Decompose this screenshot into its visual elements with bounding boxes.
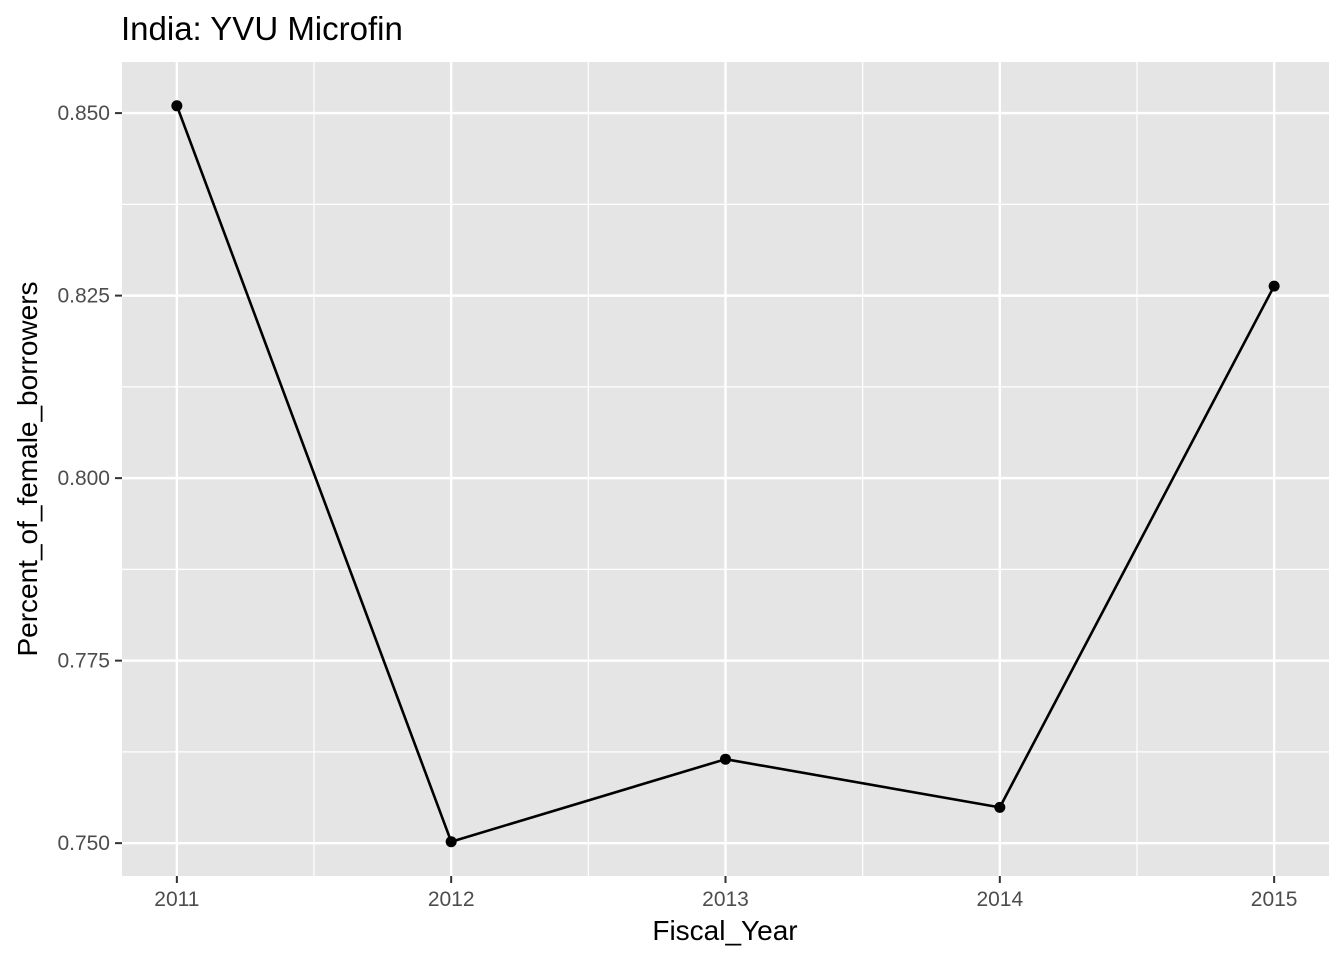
y-axis: 0.750 0.775 0.800 0.825 0.850: [57, 102, 122, 855]
major-gridlines: [122, 62, 1329, 876]
data-point: [994, 801, 1006, 813]
data-point: [171, 100, 183, 112]
y-tick-label: 0.750: [57, 832, 110, 855]
x-axis-label: Fiscal_Year: [652, 915, 797, 946]
y-tick-label: 0.775: [57, 650, 110, 673]
x-tick-label: 2014: [976, 888, 1023, 911]
x-tick-label: 2015: [1251, 888, 1298, 911]
y-tick-label: 0.825: [57, 285, 110, 308]
x-tick-label: 2012: [428, 888, 475, 911]
data-point: [720, 753, 731, 765]
y-tick-label: 0.850: [57, 102, 110, 125]
chart-title: India: YVU Microfin: [121, 10, 403, 47]
series-group: [171, 100, 1280, 848]
y-axis-label: Percent_of_female_borrowers: [12, 281, 43, 656]
x-tick-label: 2011: [154, 888, 199, 911]
data-point: [1268, 280, 1280, 292]
x-axis: 2011 2012 2013 2014 2015: [154, 876, 1297, 911]
data-point: [445, 836, 457, 848]
y-tick-label: 0.800: [57, 467, 110, 490]
x-tick-label: 2013: [702, 888, 749, 911]
